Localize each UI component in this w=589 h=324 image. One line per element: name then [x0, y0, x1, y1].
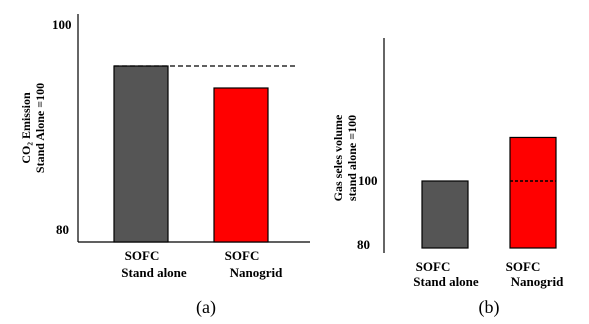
- chart-b-cat2-line2: Nanogrid: [511, 274, 565, 289]
- chart-a-cat2-line2: Nanogrid: [230, 265, 284, 280]
- chart-b-ytick-bottom: 80: [357, 237, 370, 252]
- chart-a-cat1-line1: SOFC: [125, 248, 160, 263]
- chart-a-ylabel-line1: CO₂ Emission: [19, 92, 33, 164]
- chart-a-cat2-line1: SOFC: [225, 248, 260, 263]
- chart-a-caption: (a): [196, 297, 216, 318]
- chart-a-bar-2: [213, 87, 269, 243]
- chart-b-caption: (b): [479, 297, 500, 318]
- chart-b-cat1-line2: Stand alone: [413, 274, 479, 289]
- chart-b-bar-2: [509, 136, 557, 249]
- chart-b-bar-1: [421, 180, 469, 249]
- chart-a: 100 80 CO₂ Emission Stand Alone =100 SOF…: [19, 14, 310, 318]
- chart-b-ylabel-line2: stand alone =100: [345, 115, 359, 201]
- chart-a-ytick-bottom: 80: [56, 222, 69, 237]
- chart-b-cat2-line1: SOFC: [506, 259, 541, 274]
- chart-b-ytick-top: 100: [358, 173, 378, 188]
- chart-a-ylabel-line2: Stand Alone =100: [33, 83, 47, 173]
- chart-a-cat1-line2: Stand alone: [121, 265, 187, 280]
- chart-b-cat1-line1: SOFC: [416, 259, 451, 274]
- chart-a-ytick-top: 100: [52, 17, 72, 32]
- chart-a-bar-1: [113, 65, 169, 243]
- chart-b: 100 80 Gas seles volume stand alone =100…: [331, 38, 564, 318]
- chart-b-ylabel-line1: Gas seles volume: [331, 114, 345, 201]
